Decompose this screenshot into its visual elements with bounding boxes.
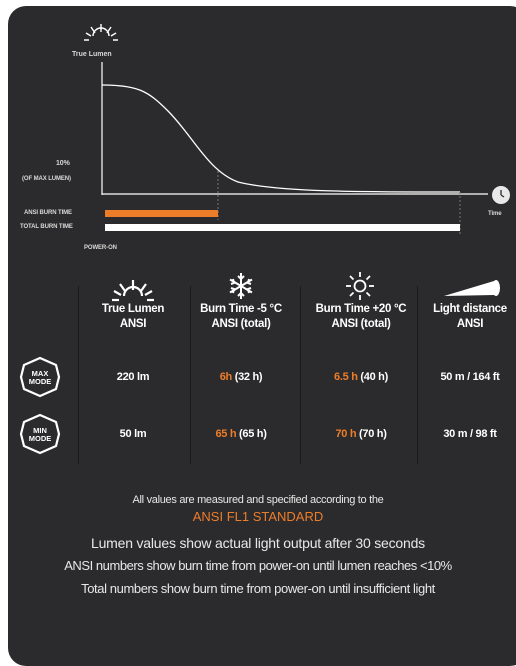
ansi-numbers-note: ANSI numbers show burn time from power-o… <box>64 558 452 573</box>
time-axis-label: Time <box>488 211 502 217</box>
header-true-lumen: True Lumen ANSI <box>101 303 165 330</box>
of-max-lumen-label: (OF MAX LUMEN) <box>22 176 71 182</box>
lumen-curve <box>101 84 461 193</box>
true-lumen-sun-icon <box>84 24 118 41</box>
column-divider <box>190 286 191 464</box>
power-on-label: POWER-ON <box>84 245 117 251</box>
min-cold-burn-value: 65 h (65 h) <box>215 428 267 440</box>
max-mode-badge: MAX MODE <box>19 356 61 398</box>
ten-percent-label: 10% <box>56 160 70 167</box>
total-numbers-note: Total numbers show burn time from power-… <box>81 581 435 596</box>
spec-card: True Lumen 10% (OF MAX LUMEN) Time ANSI … <box>8 6 516 666</box>
sun-rays-icon <box>112 280 154 302</box>
max-distance-value: 50 m / 164 ft <box>440 371 500 383</box>
clock-icon <box>492 186 510 204</box>
header-burn-time-cold: Burn Time -5 °C ANSI (total) <box>200 303 282 330</box>
header-light-distance: Light distance ANSI <box>433 303 507 330</box>
total-burn-time-label: TOTAL BURN TIME <box>20 224 73 230</box>
min-mode-badge: MIN MODE <box>19 413 61 455</box>
svg-text:MODE: MODE <box>29 377 52 386</box>
max-cold-burn-value: 6h (32 h) <box>219 371 263 383</box>
light-beam-icon <box>444 280 500 296</box>
min-distance-value: 30 m / 98 ft <box>443 428 497 440</box>
ansi-burn-time-label: ANSI BURN TIME <box>24 210 72 216</box>
ansi-standard-label: ANSI FL1 STANDARD <box>192 509 324 524</box>
column-divider <box>78 286 79 464</box>
column-divider <box>417 286 418 464</box>
column-divider <box>300 286 301 464</box>
header-burn-time-warm: Burn Time +20 °C ANSI (total) <box>315 303 407 330</box>
burn-time-graph <box>84 24 510 236</box>
measured-note: All values are measured and specified ac… <box>132 494 384 506</box>
svg-text:MODE: MODE <box>29 434 52 443</box>
max-lumen-value: 220 lm <box>116 371 150 383</box>
svg-text:MAX: MAX <box>32 369 49 378</box>
max-warm-burn-value: 6.5 h (40 h) <box>334 371 388 383</box>
table-header-icons <box>112 272 500 302</box>
true-lumen-axis-label: True Lumen <box>72 51 112 58</box>
sun-icon <box>346 272 374 300</box>
total-burn-bar <box>105 224 460 231</box>
svg-text:MIN: MIN <box>33 426 47 435</box>
min-warm-burn-value: 70 h (70 h) <box>335 428 387 440</box>
ansi-burn-bar <box>105 210 218 217</box>
snowflake-icon <box>229 273 253 299</box>
min-lumen-value: 50 lm <box>119 428 147 440</box>
lumen-note: Lumen values show actual light output af… <box>91 535 425 551</box>
